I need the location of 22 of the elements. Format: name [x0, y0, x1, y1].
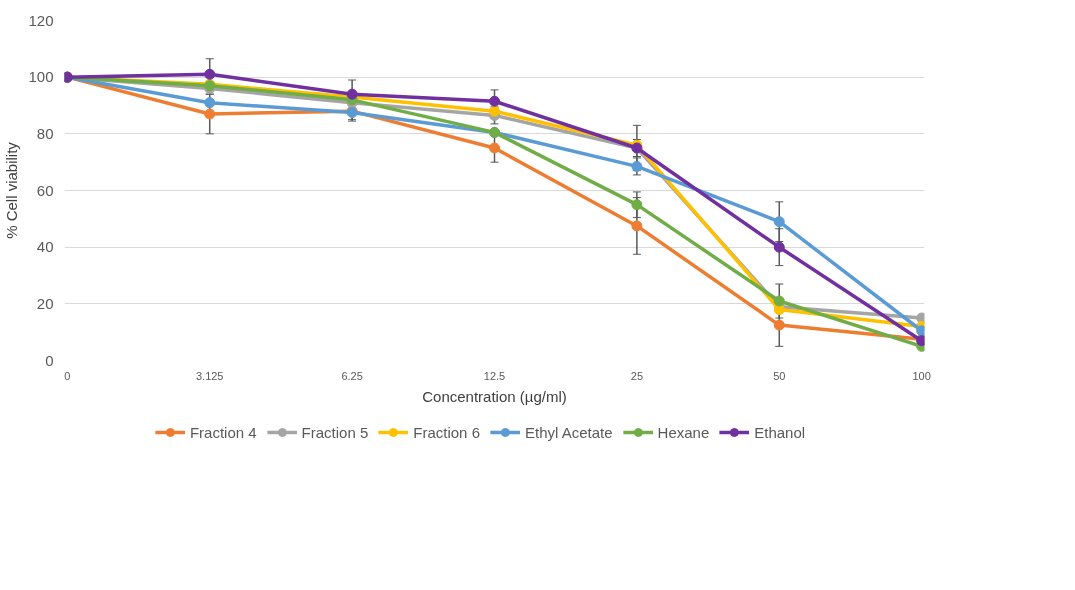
- y-tick-label: 0: [45, 351, 54, 369]
- y-tick-label: 120: [28, 11, 54, 29]
- y-tick-label: 100: [28, 68, 54, 86]
- legend-label: Fraction 6: [413, 423, 480, 441]
- y-tick-label: 40: [36, 238, 54, 256]
- legend-label: Fraction 4: [189, 423, 257, 441]
- x-tick-label: 3.125: [195, 369, 224, 382]
- x-tick-label: 12.5: [483, 369, 506, 382]
- x-tick-label: 6.25: [341, 369, 363, 382]
- legend-label: Ethyl Acetate: [524, 423, 613, 441]
- legend-label: Ethanol: [754, 423, 806, 441]
- x-tick-label: 0: [64, 369, 71, 382]
- x-tick-label: 50: [773, 369, 786, 382]
- x-tick-label: 25: [630, 369, 644, 382]
- legend-label: Hexane: [657, 423, 710, 441]
- x-axis-title: Concentration (µg/ml): [422, 387, 567, 405]
- legend-label: Fraction 5: [301, 423, 369, 441]
- y-axis-title: % Cell viability: [3, 141, 21, 239]
- y-tick-label: 80: [36, 124, 54, 142]
- y-tick-label: 60: [36, 181, 54, 199]
- x-tick-label: 100: [912, 369, 931, 382]
- y-tick-label: 20: [36, 294, 54, 312]
